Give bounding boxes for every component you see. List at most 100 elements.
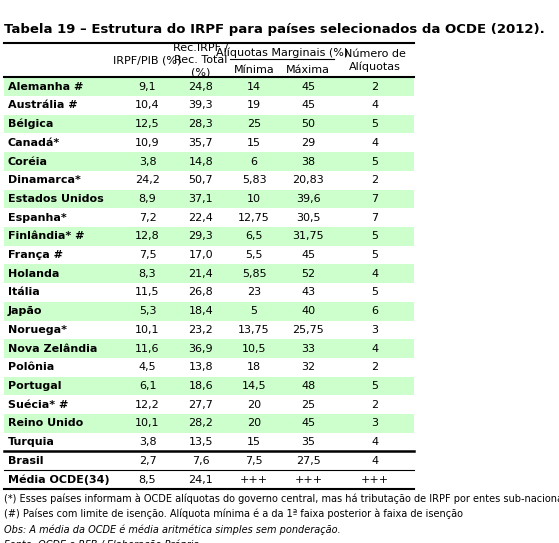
Text: Reino Unido: Reino Unido [7,419,83,428]
Text: 4: 4 [371,456,378,466]
Text: Portugal: Portugal [7,381,61,391]
Text: 28,2: 28,2 [188,419,213,428]
Text: 6: 6 [371,306,378,316]
Text: 6,1: 6,1 [139,381,157,391]
Text: Coréia: Coréia [7,156,48,167]
Text: 6,5: 6,5 [245,231,263,241]
Text: Itália: Itália [7,287,39,298]
Text: 45: 45 [301,250,315,260]
Bar [4,320,414,339]
Text: Japão: Japão [7,306,42,316]
Text: 4: 4 [371,344,378,353]
Text: 5: 5 [371,231,378,241]
Text: 27,7: 27,7 [188,400,213,410]
Text: 43: 43 [301,287,315,298]
Text: 4: 4 [371,437,378,447]
Bar [4,115,414,134]
Text: Média OCDE(34): Média OCDE(34) [7,474,109,485]
Text: 7: 7 [371,213,378,223]
Text: (#) Países com limite de isenção. Alíquota mínima é a da 1ª faixa posterior à fa: (#) Países com limite de isenção. Alíquo… [4,509,463,520]
Text: 5: 5 [371,119,378,129]
Text: Alemanha #: Alemanha # [7,81,83,92]
Text: 7,5: 7,5 [139,250,157,260]
Text: 24,1: 24,1 [188,475,213,484]
Text: 37,1: 37,1 [188,194,213,204]
Text: 24,8: 24,8 [188,81,213,92]
Text: 2: 2 [371,400,378,410]
Text: Finlândia* #: Finlândia* # [7,231,84,241]
Text: 26,8: 26,8 [188,287,213,298]
Text: 39,3: 39,3 [188,100,213,110]
Text: 3: 3 [371,419,378,428]
Text: 8,5: 8,5 [139,475,157,484]
Text: 23: 23 [247,287,261,298]
Text: 9,1: 9,1 [139,81,157,92]
Text: 3: 3 [371,325,378,335]
Text: 3,8: 3,8 [139,437,157,447]
Text: 20: 20 [247,400,261,410]
Bar [4,264,414,283]
Bar [4,96,414,115]
Text: Alíquotas Marginais (%): Alíquotas Marginais (%) [216,47,348,58]
Bar [4,209,414,227]
Bar [4,227,414,245]
Text: 5,83: 5,83 [241,175,267,185]
Text: 33: 33 [301,344,315,353]
Text: 28,3: 28,3 [188,119,213,129]
Text: Canadá*: Canadá* [7,138,60,148]
Text: Número de
Alíquotas: Número de Alíquotas [344,49,406,72]
Text: Austrália #: Austrália # [7,100,77,110]
Bar [4,414,414,433]
Text: 14: 14 [247,81,261,92]
Text: (*) Esses países informam à OCDE alíquotas do governo central, mas há tributação: (*) Esses países informam à OCDE alíquot… [4,494,559,504]
Text: 6: 6 [250,156,258,167]
Bar [4,302,414,320]
Text: 25: 25 [247,119,261,129]
Text: 29,3: 29,3 [188,231,213,241]
Text: 40: 40 [301,306,315,316]
Text: 4: 4 [371,138,378,148]
Bar [4,358,414,377]
Bar [4,433,414,451]
Text: 7,6: 7,6 [192,456,210,466]
Text: 12,75: 12,75 [238,213,270,223]
Text: 50: 50 [301,119,315,129]
Text: 21,4: 21,4 [188,269,213,279]
Text: +++: +++ [294,475,323,484]
Text: Tabela 19 – Estrutura do IRPF para países selecionados da OCDE (2012).: Tabela 19 – Estrutura do IRPF para paíse… [4,23,545,36]
Text: 25: 25 [301,400,315,410]
Text: 5: 5 [371,381,378,391]
Text: 20: 20 [247,419,261,428]
Text: 12,2: 12,2 [135,400,160,410]
Text: 10,9: 10,9 [135,138,160,148]
Text: 11,6: 11,6 [135,344,160,353]
Bar [4,470,414,489]
Text: 7,2: 7,2 [139,213,157,223]
Text: 5: 5 [371,287,378,298]
Text: 11,5: 11,5 [135,287,160,298]
Text: 5: 5 [371,156,378,167]
Text: 35,7: 35,7 [188,138,213,148]
Text: 20,83: 20,83 [292,175,324,185]
Text: 35: 35 [301,437,315,447]
Text: 14,8: 14,8 [188,156,213,167]
Text: 29: 29 [301,138,315,148]
Bar [4,171,414,190]
Text: Obs: A média da OCDE é média aritmética simples sem ponderação.: Obs: A média da OCDE é média aritmética … [4,524,341,534]
Text: 2: 2 [371,81,378,92]
Text: 5,5: 5,5 [245,250,263,260]
Text: Noruega*: Noruega* [7,325,67,335]
Bar [4,190,414,209]
Text: 5,85: 5,85 [241,269,267,279]
Bar [4,43,414,77]
Text: 48: 48 [301,381,315,391]
Text: 4,5: 4,5 [139,362,157,372]
Text: 2: 2 [371,362,378,372]
Text: 52: 52 [301,269,315,279]
Text: Bélgica: Bélgica [7,119,53,129]
Bar [4,395,414,414]
Text: Fonte: OCDE e RFB / Elaboração Própria.: Fonte: OCDE e RFB / Elaboração Própria. [4,539,203,543]
Bar [4,245,414,264]
Text: 5: 5 [250,306,258,316]
Text: 38: 38 [301,156,315,167]
